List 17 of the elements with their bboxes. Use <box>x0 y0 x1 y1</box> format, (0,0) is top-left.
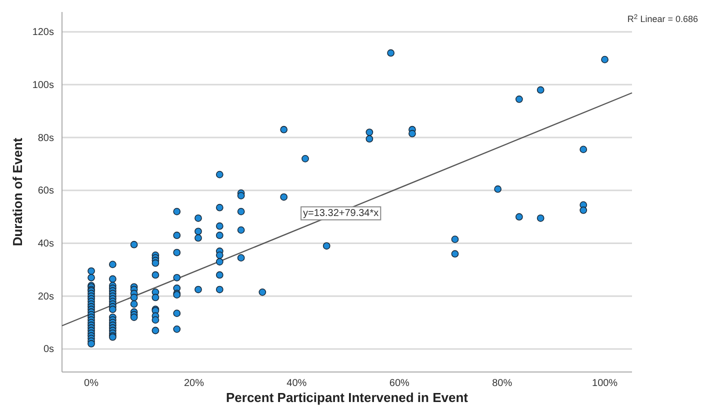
x-tick-label: 100% <box>592 378 618 390</box>
y-tick-label: 120s <box>32 27 54 38</box>
annotation: R$^{2}$ Linear = 0.686 <box>627 14 698 24</box>
y-tick-label: 60s <box>38 186 54 197</box>
x-tick-label: 80% <box>492 378 512 390</box>
x-tick-label: 60% <box>389 378 410 390</box>
y-tick-label: 80s <box>38 132 54 144</box>
y-tick-label: 0s <box>43 344 54 356</box>
y-axis-title: Duration of Event <box>10 137 25 246</box>
y-tick-label: 40s <box>38 238 54 250</box>
y-tick-label: 20s <box>38 291 54 302</box>
y-tick-label: 100s <box>32 80 54 91</box>
x-tick-label: 0% <box>84 378 99 390</box>
annotation: y=13.32+79.34*x <box>303 208 379 219</box>
x-tick-label: 40% <box>286 378 307 390</box>
x-axis-title: Percent Participant Intervened in Event <box>226 390 469 405</box>
x-tick-label: 20% <box>184 378 204 390</box>
